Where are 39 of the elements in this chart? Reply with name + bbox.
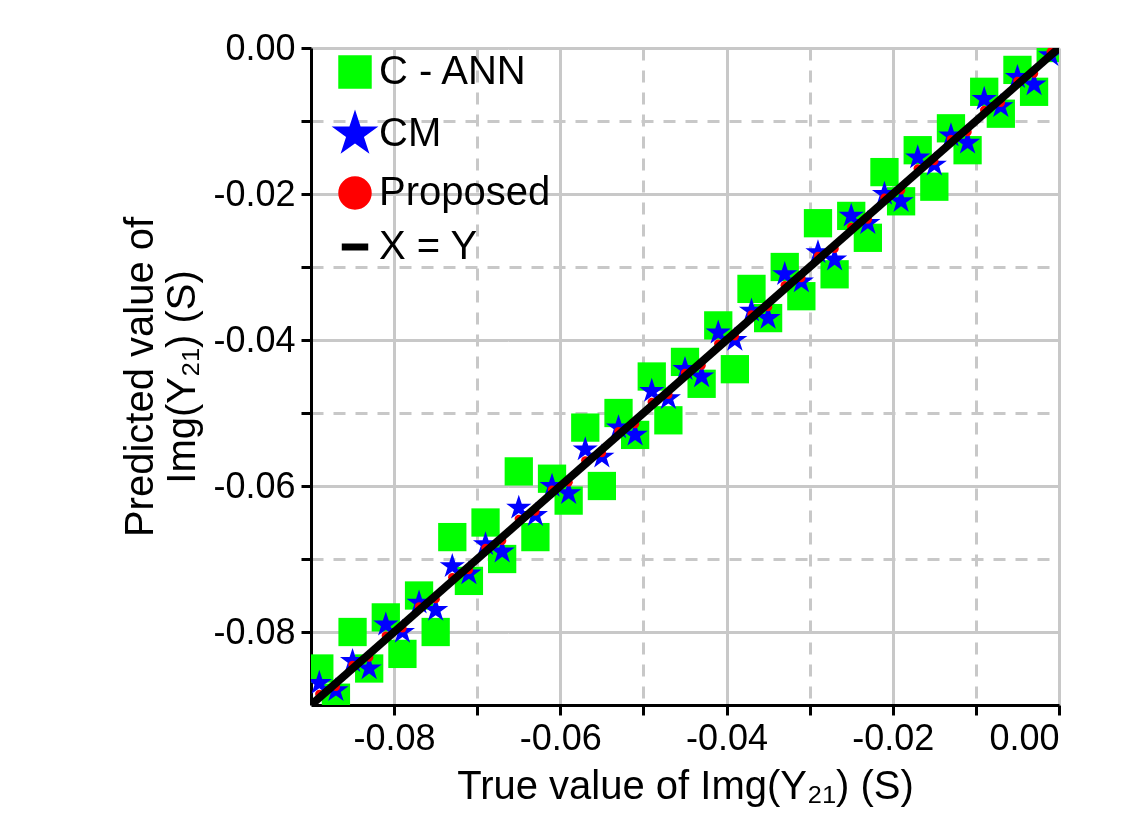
point [720, 355, 750, 384]
x-tick-label: -0.04 [686, 716, 769, 758]
legend-label: Proposed [379, 169, 551, 213]
legend-label: CM [379, 110, 442, 154]
point [506, 494, 532, 519]
y-tick-label: 0.00 [225, 26, 296, 68]
point [504, 457, 533, 486]
x-tick-label: -0.08 [353, 716, 436, 758]
point [905, 144, 931, 169]
y-tick-label: -0.04 [213, 318, 296, 360]
point [571, 413, 600, 442]
point [471, 508, 500, 537]
y-axis-title: Predicted value of Img(Y₂₁) (S) [117, 216, 204, 538]
point [772, 261, 798, 285]
x-axis-title: True value of Img(Y₂₁) (S) [457, 762, 914, 807]
y-tick-label: -0.02 [213, 172, 296, 214]
point [587, 471, 617, 501]
x-tick-label: 0.00 [989, 716, 1060, 758]
point [439, 553, 465, 577]
x-tick-label: -0.02 [852, 716, 935, 758]
point [338, 617, 367, 647]
point [654, 406, 683, 435]
y-tick-label: -0.06 [213, 464, 296, 506]
point [421, 617, 450, 647]
point [803, 209, 833, 238]
x-tick-label: -0.06 [519, 716, 602, 758]
point [971, 85, 997, 110]
point [920, 172, 949, 201]
point [373, 611, 399, 636]
point [521, 522, 550, 552]
legend-label: X = Y [379, 223, 478, 267]
point [388, 639, 417, 669]
point [572, 436, 598, 461]
point [639, 377, 665, 402]
y-tick-label: -0.08 [213, 610, 296, 652]
point [438, 522, 467, 552]
point [737, 274, 766, 304]
legend-label: C - ANN [379, 48, 526, 92]
point [870, 157, 899, 187]
